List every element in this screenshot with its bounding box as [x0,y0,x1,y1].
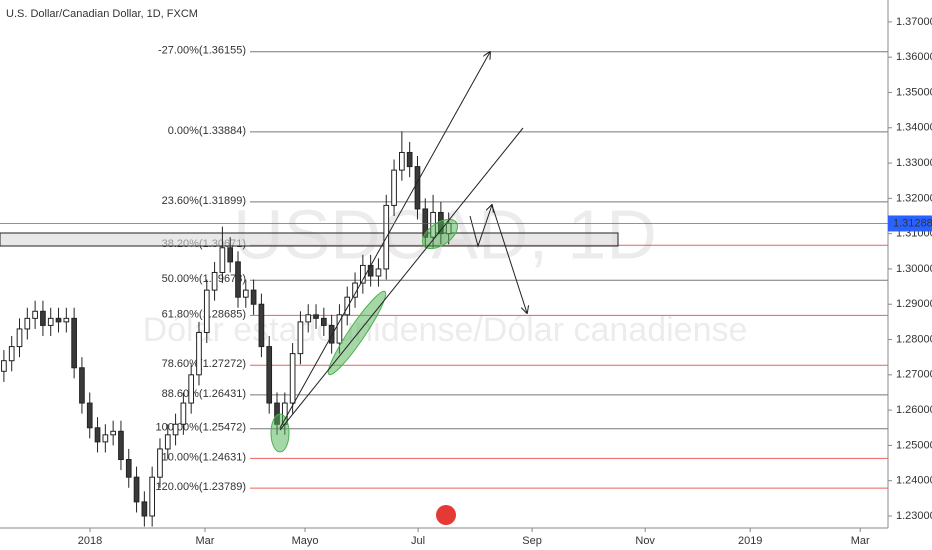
fib-label: 50.00%(1.29678) [162,273,246,285]
chart-title: U.S. Dollar/Canadian Dollar, 1D, FXCM [6,8,198,20]
candle-body [188,374,195,404]
highlight [327,290,387,376]
fib-label: 110.00%(1.24631) [156,451,246,463]
candle-body [16,328,23,348]
candle-body [141,501,148,517]
y-tick-label: 1.23000 [896,510,932,522]
logo-icon [436,505,456,525]
candle-body [133,476,140,503]
fib-label: 23.60%(1.31899) [162,195,246,207]
arrow [469,205,492,248]
highlight [270,413,290,453]
candle-body [94,427,101,443]
candle-body [32,310,38,319]
fib-label: 88.60%(1.26431) [162,388,246,400]
last-price-tag [888,215,932,232]
candle-body [1,360,7,372]
axes: 1.23000 1.24000 1.25000 1.26000 1.27000 1.280… [0,16,932,547]
candle-body [24,317,31,330]
fib-label: 120.00%(1.23789) [155,481,246,493]
x-tick-label: 2019 [738,535,762,547]
y-tick-label: 1.32000 [896,192,932,204]
y-tick-label: 1.33000 [896,157,932,169]
candle-body [258,303,265,348]
fib-label: 100.00%(1.25472) [155,422,246,434]
candle-body [328,324,335,344]
candle-body [399,151,405,171]
candle-body [149,476,156,517]
y-tick-label: 1.34000 [896,122,932,134]
candle-body [344,296,351,316]
y-tick-label: 1.24000 [896,475,932,487]
candle-body [8,346,15,362]
y-tick-label: 1.37000 [896,16,932,28]
candle-body [110,430,116,436]
x-tick-label: Jul [411,535,425,547]
candle-body [86,402,93,429]
fib-label: 61.80%(1.28685) [162,308,246,320]
y-tick-label: 1.27000 [896,369,932,381]
candle-body [180,402,187,425]
x-tick-label: Sep [522,535,542,547]
candle-body [289,353,296,404]
candle-body [313,314,319,319]
candle-body [305,314,312,323]
candle-body [406,151,413,168]
candle-body [250,289,257,305]
y-tick-label: 1.29000 [896,298,932,310]
drawings [270,52,527,453]
arrow [279,52,490,429]
candle-body [336,314,343,344]
candle-body [211,271,218,291]
candle-body [40,310,46,326]
y-tick-label: 1.26000 [896,404,932,416]
candle-body [172,423,179,436]
y-tick-label: 1.36000 [896,51,932,63]
candle-body [266,346,273,404]
candle-body [55,317,62,323]
x-tick-label: 2018 [78,535,102,547]
candles [1,131,452,527]
candle-body [297,321,304,355]
candle-body [227,247,234,263]
y-tick-label: 1.28000 [896,333,932,345]
fib-label: -27.00%(1.36155) [158,45,246,57]
candle-body [235,261,241,298]
x-tick-label: Mayo [292,535,319,547]
candle-body [414,166,421,210]
candle-body [157,448,163,478]
candle-body [360,264,366,284]
y-tick-label: 1.35000 [896,86,932,98]
candle-body [118,430,124,461]
candle-body [391,169,397,206]
logo [436,505,456,525]
candle-body [242,289,249,298]
candle-body [79,367,85,404]
candle-body [367,264,374,277]
y-tick-label: 1.25000 [896,439,932,451]
watermark-subtitle: Dólar estadounidense/Dólar canadiense [143,311,748,349]
zone-box [0,232,619,247]
candle-body [164,434,171,450]
candle-body [219,247,226,273]
x-tick-label: Nov [635,535,655,547]
candle-body [47,317,54,326]
trend-line [279,127,524,431]
candle-body [320,317,327,326]
candle-body [71,317,77,369]
candle-body [196,331,202,376]
fib-label: 78.60%(1.27272) [162,358,246,370]
x-tick-label: Mar [196,535,215,547]
candle-body [63,317,70,323]
y-tick-label: 1.30000 [896,263,932,275]
last-price-label: 1.31288 [893,217,932,229]
fib-label: 0.00%(1.33884) [168,125,246,137]
candle-body [102,434,109,443]
candle-body [203,289,210,333]
candle-body [375,268,382,277]
candle-body [125,459,132,478]
x-tick-label: Mar [851,535,870,547]
